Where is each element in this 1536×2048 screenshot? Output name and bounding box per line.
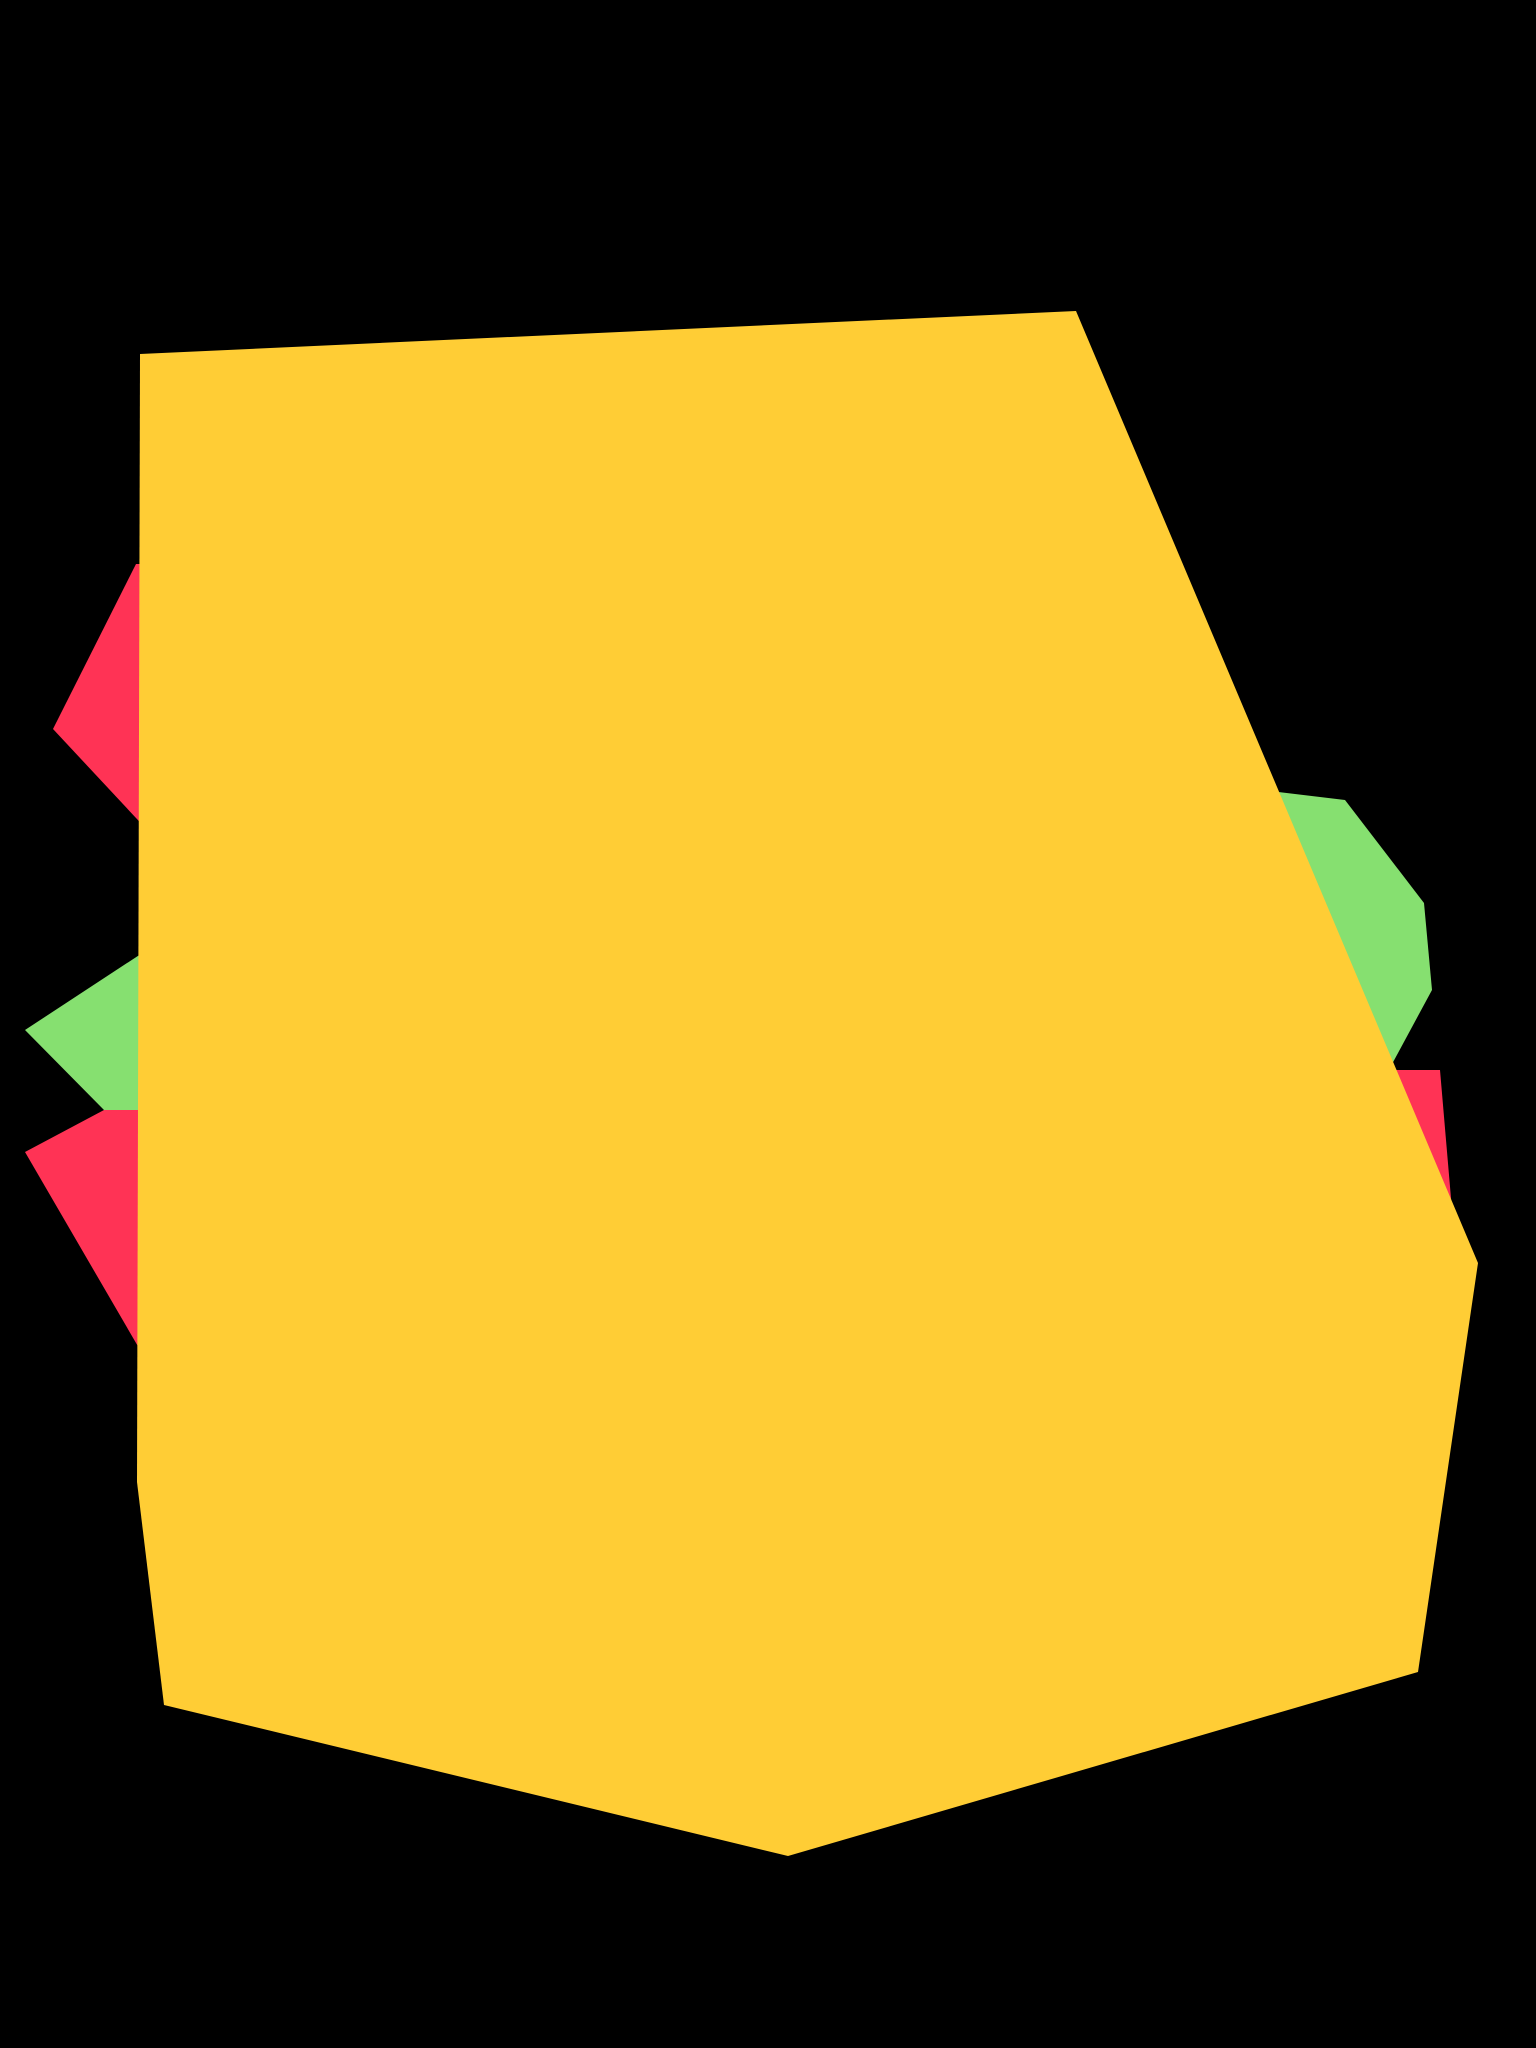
yellow-main-polygon	[137, 311, 1478, 1856]
red-shard-lower-left	[25, 1110, 150, 1367]
red-shard-upper-left	[53, 564, 150, 833]
shape-layer	[25, 311, 1478, 1856]
green-shard-left	[25, 948, 150, 1110]
